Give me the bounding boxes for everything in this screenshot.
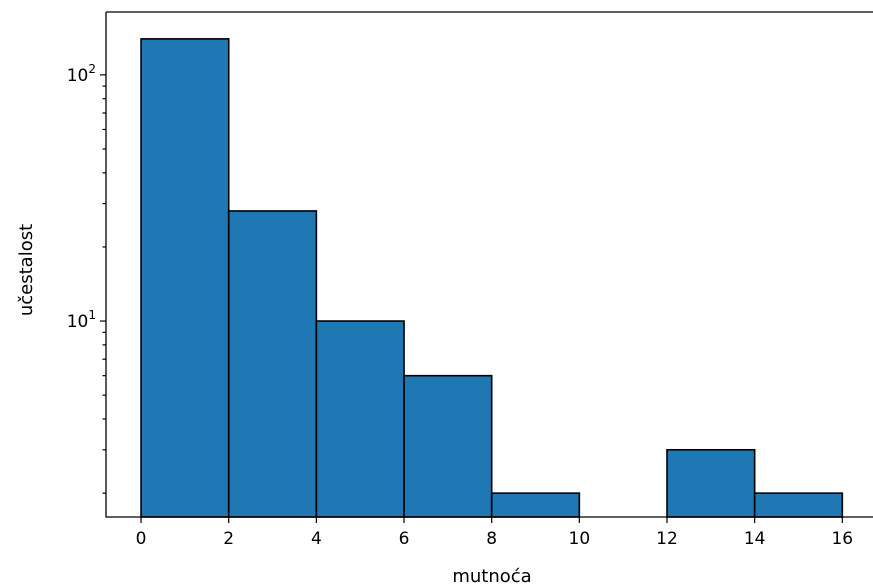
histogram-bar — [403, 374, 493, 518]
x-tick-label: 6 — [399, 529, 410, 549]
x-axis-label: mutnoća — [452, 566, 531, 587]
x-ticks-group: 0 2 4 6 8 10 12 14 16 — [136, 517, 853, 549]
histogram-bar — [227, 210, 318, 518]
x-tick-label: 4 — [311, 529, 322, 549]
x-tick-label: 8 — [486, 529, 497, 549]
x-tick-label: 14 — [744, 529, 766, 549]
axes-group — [105, 11, 873, 518]
histogram-bar — [666, 448, 756, 518]
y-axis-label: učestalost — [16, 224, 37, 316]
y-tick-label: 101 — [67, 308, 96, 332]
y-tick-label: 102 — [67, 62, 96, 86]
x-tick-label: 16 — [831, 529, 853, 549]
y-ticks-group: 101 102 — [67, 62, 106, 494]
bars-group — [140, 38, 844, 518]
axis-spines — [105, 11, 873, 518]
x-tick-label: 2 — [223, 529, 234, 549]
histogram-bar — [315, 320, 405, 518]
x-tick-label: 0 — [136, 529, 147, 549]
histogram-bar — [753, 492, 844, 518]
x-tick-label: 12 — [656, 529, 678, 549]
histogram-bar — [140, 38, 230, 518]
x-tick-label: 10 — [569, 529, 591, 549]
histogram-bar — [490, 492, 581, 518]
